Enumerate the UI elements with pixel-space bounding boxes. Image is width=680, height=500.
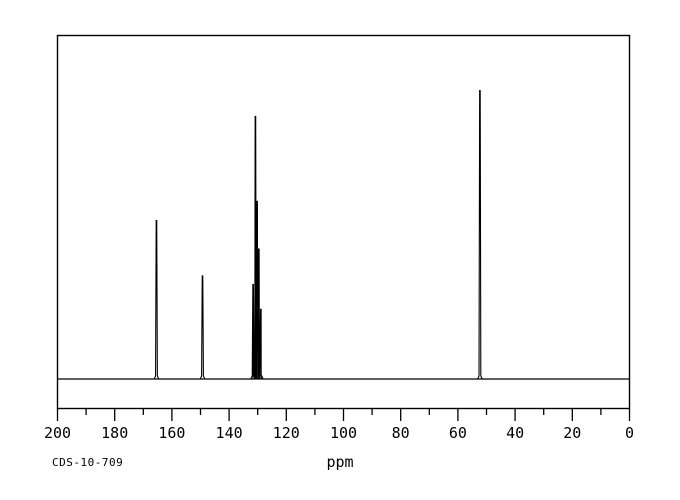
axis-tick-label: 40 <box>506 424 524 442</box>
axis-tick-label: 180 <box>101 424 128 442</box>
x-axis-ticks <box>56 408 631 421</box>
axis-tick-label: 120 <box>273 424 300 442</box>
axis-tick-label: 80 <box>392 424 410 442</box>
watermark-label: CDS-10-709 <box>52 456 123 469</box>
axis-tick-label: 0 <box>625 424 634 442</box>
spectrum-trace <box>57 89 630 380</box>
axis-tick-label: 20 <box>563 424 581 442</box>
axis-tick-label: 60 <box>449 424 467 442</box>
axis-tick-label: 140 <box>216 424 243 442</box>
axis-tick-label: 160 <box>158 424 185 442</box>
axis-tick-label: 100 <box>330 424 357 442</box>
x-axis-title: ppm <box>326 453 353 471</box>
axis-tick-label: 200 <box>44 424 71 442</box>
x-axis-tick-labels: 200 180 160 140 120 100 80 60 40 20 0 <box>44 424 634 442</box>
